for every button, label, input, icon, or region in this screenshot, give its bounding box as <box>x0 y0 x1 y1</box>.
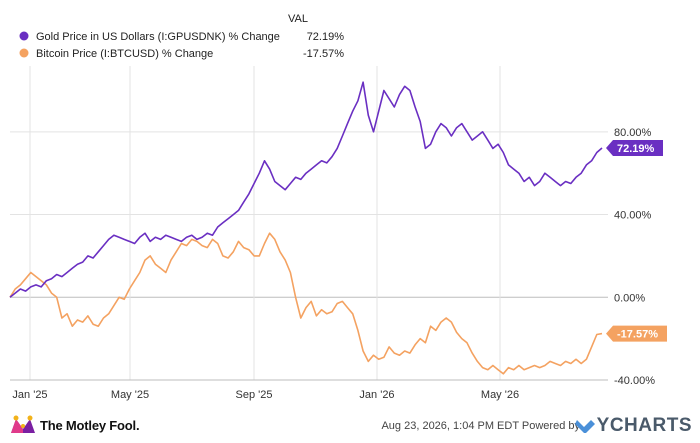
x-tick-label: Jan '25 <box>12 389 47 401</box>
motley-fool-logo: The Motley Fool. <box>8 413 140 437</box>
line-chart: VAL Gold Price in US Dollars (I:GPUSDNK)… <box>9 13 667 401</box>
ycharts-wordmark: YCHARTS <box>596 415 692 436</box>
x-tick-label: May '25 <box>111 389 149 401</box>
x-tick-label: Sep '25 <box>236 389 273 401</box>
y-tick-label: 40.00% <box>614 210 652 222</box>
gold-series-line <box>9 81 603 298</box>
svg-text:72.19%: 72.19% <box>617 143 655 155</box>
bitcoin-series-line <box>9 232 603 375</box>
legend-value-gold: 72.19% <box>307 31 345 43</box>
motley-fool-wordmark: The Motley Fool. <box>40 417 140 433</box>
timestamp: Aug 23, 2026, 1:04 PM EDT Powered by <box>381 420 580 432</box>
svg-text:-17.57%: -17.57% <box>617 329 658 341</box>
value-badges: 72.19% -17.57% <box>606 139 667 342</box>
legend-label-gold: Gold Price in US Dollars (I:GPUSDNK) % C… <box>36 31 280 43</box>
y-tick-label: 80.00% <box>614 127 652 139</box>
gridlines <box>10 66 608 381</box>
x-axis-ticks: Jan '25 May '25 Sep '25 Jan '26 May '26 <box>12 389 519 401</box>
legend-value-bitcoin: -17.57% <box>303 48 344 60</box>
bitcoin-value-badge: -17.57% <box>606 325 667 342</box>
y-tick-label: -40.00% <box>614 375 655 387</box>
x-tick-label: Jan '26 <box>359 389 394 401</box>
jester-hat-icon <box>11 415 35 433</box>
gold-value-badge: 72.19% <box>606 139 663 156</box>
y-axis-ticks: -40.00% 0.00% 40.00% 80.00% <box>614 127 655 387</box>
series-lines <box>9 81 603 375</box>
legend: VAL Gold Price in US Dollars (I:GPUSDNK)… <box>19 13 345 60</box>
legend-swatch-gold <box>19 31 29 41</box>
footer: The Motley Fool. Aug 23, 2026, 1:04 PM E… <box>0 408 700 443</box>
ycharts-logo: YCHARTS <box>574 415 692 437</box>
legend-swatch-bitcoin <box>19 48 29 58</box>
ycharts-mark-icon <box>574 420 595 433</box>
x-tick-label: May '26 <box>481 389 519 401</box>
legend-header: VAL <box>288 13 308 25</box>
y-tick-label: 0.00% <box>614 292 645 304</box>
legend-label-bitcoin: Bitcoin Price (I:BTCUSD) % Change <box>36 48 213 60</box>
